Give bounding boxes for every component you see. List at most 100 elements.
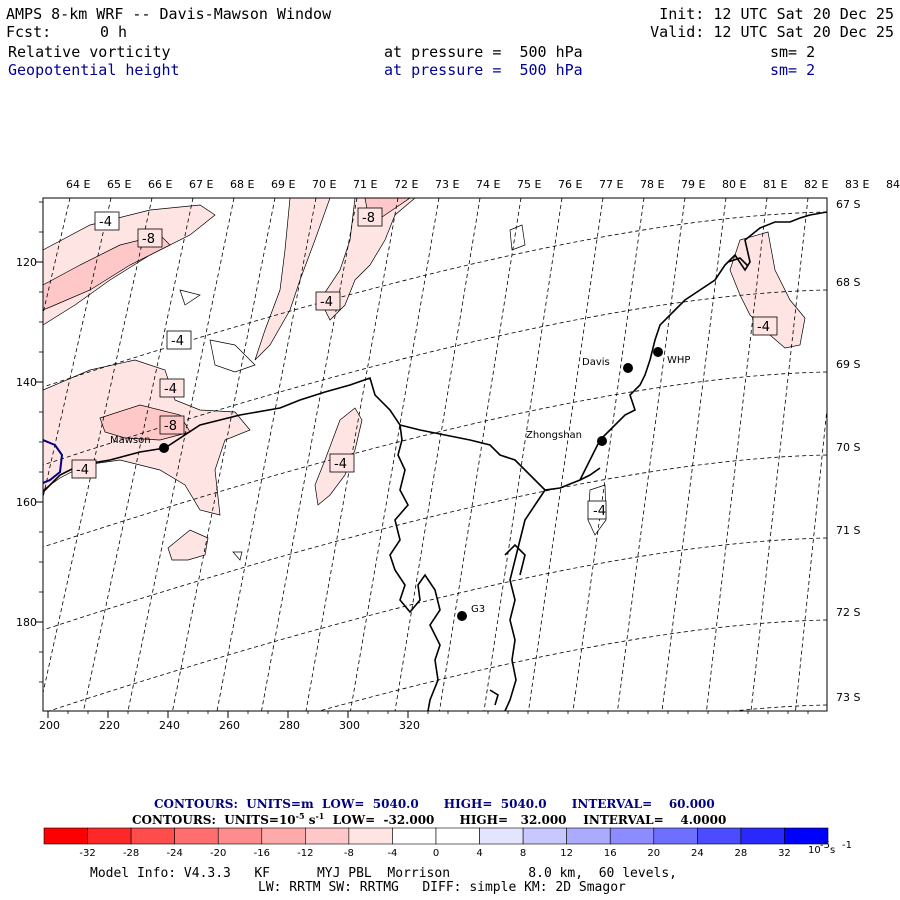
contour-labels: -4 -8 -8 -4 -4 -4 -8 -4 -4 -4 -4 — [71, 207, 778, 520]
vort-region — [167, 529, 209, 561]
meridian-line — [43, 198, 112, 500]
valid-time: Valid: 12 UTC Sat 20 Dec 25 — [650, 23, 894, 41]
station-dot-mawson — [159, 443, 169, 453]
longitude-label: 83 E — [845, 178, 869, 191]
station-dot-davis — [623, 363, 633, 373]
station-label-g3: G3 — [471, 604, 485, 615]
colorbar-swatch — [348, 827, 393, 845]
longitude-label: 81 E — [763, 178, 787, 191]
latitude-label: 69 S — [836, 358, 860, 371]
colorbar-label: 32 — [778, 848, 791, 859]
field2-smooth: sm= 2 — [770, 61, 816, 79]
x-tick-label: 240 — [159, 719, 180, 732]
colorbar-swatch — [392, 827, 437, 845]
contour-label: -4 — [593, 504, 606, 519]
vorticity-shading — [43, 198, 806, 561]
colorbar-label: 4 — [476, 848, 482, 859]
colorbar-label: 8 — [520, 848, 526, 859]
model-info-line1: Model Info: V4.3.3 KF MYJ PBL Morrison 8… — [90, 866, 677, 881]
longitude-label: 74 E — [476, 178, 500, 191]
contour-label: -4 — [171, 334, 184, 349]
colorbar-label: -32 — [79, 848, 95, 859]
colorbar-swatch — [305, 827, 350, 845]
colorbar-swatch — [261, 827, 306, 845]
meridian-line — [706, 198, 768, 711]
height-contour-info: CONTOURS: UNITS=m LOW= 5040.0 HIGH= 5040… — [154, 797, 715, 811]
longitude-labels: 64 E 65 E 66 E 67 E 68 E 69 E 70 E 71 E 72 E 73 E… — [66, 178, 900, 191]
coastline — [43, 211, 827, 711]
meridian-line — [528, 198, 604, 711]
colorbar-swatch — [174, 827, 219, 845]
meridian-line — [261, 198, 358, 711]
colorbar-swatch — [479, 827, 524, 845]
contour-label: -4 — [320, 295, 333, 310]
map-frame — [42, 197, 828, 712]
station-dot-zhongshan — [597, 436, 607, 446]
longitude-label: 71 E — [353, 178, 377, 191]
longitude-label: 76 E — [558, 178, 582, 191]
y-tick-label: 140 — [16, 376, 37, 389]
colorbar-label: 24 — [691, 848, 704, 859]
vort-region — [43, 234, 171, 311]
x-tick-label: 320 — [399, 719, 420, 732]
contour-label: -4 — [76, 463, 89, 478]
station-dot-g3 — [457, 611, 467, 621]
parallel-line — [317, 619, 827, 711]
x-tick-label: 220 — [99, 719, 120, 732]
station-markers: Mawson Davis WHP Zhongshan G3 — [110, 347, 690, 621]
longitude-label: 69 E — [271, 178, 295, 191]
longitude-label: 79 E — [681, 178, 705, 191]
colorbar-swatch — [697, 827, 742, 845]
meridian-line — [572, 198, 645, 711]
colorbar-swatch — [784, 827, 829, 845]
station-label-whp: WHP — [667, 355, 690, 366]
contour-label: -8 — [142, 232, 155, 247]
colorbar-units-exp: -5 — [820, 840, 830, 851]
field1-name: Relative vorticity — [8, 43, 171, 61]
colorbar-label: -12 — [297, 848, 313, 859]
longitude-label: 68 E — [230, 178, 254, 191]
meridian-line — [127, 198, 235, 711]
longitude-label: 78 E — [640, 178, 664, 191]
x-tick-label: 300 — [339, 719, 360, 732]
y-tick-label: 160 — [16, 496, 37, 509]
longitude-label: 70 E — [312, 178, 336, 191]
station-label-zhongshan: Zhongshan — [526, 430, 582, 441]
contour-label: -4 — [164, 382, 177, 397]
colorbar-units: 10 — [808, 845, 821, 856]
meridian-line — [750, 198, 809, 711]
longitude-label: 84 E — [886, 178, 900, 191]
colorbar-label: -28 — [123, 848, 139, 859]
vorticity-contour-info: CONTOURS: UNITS=10-5 s-1 LOW= -32.000 HI… — [132, 811, 727, 827]
contour-label: -4 — [99, 215, 112, 230]
latitude-label: 72 S — [836, 606, 860, 619]
meridian-line — [885, 198, 900, 711]
longitude-label: 77 E — [599, 178, 623, 191]
colorbar-label: -8 — [344, 848, 354, 859]
meridian-line — [795, 405, 827, 711]
colorbar-label: 28 — [735, 848, 748, 859]
colorbar-label: -24 — [166, 848, 182, 859]
y-tick-label: 180 — [16, 616, 37, 629]
station-dot-whp — [653, 347, 663, 357]
colorbar-label: 16 — [604, 848, 617, 859]
colorbar-label: -20 — [210, 848, 226, 859]
contour-label: -4 — [334, 457, 347, 472]
vort-region — [729, 231, 806, 349]
longitude-label: 67 E — [189, 178, 213, 191]
longitude-label: 64 E — [66, 178, 90, 191]
latitude-labels: 67 S 68 S 69 S 70 S 71 S 72 S 73 S — [836, 198, 860, 704]
forecast-hour: 0 h — [100, 23, 128, 41]
plot-title: AMPS 8-km WRF -- Davis-Mawson Window — [6, 5, 332, 23]
meridian-line — [43, 198, 153, 695]
latitude-label: 68 S — [836, 276, 860, 289]
y-tick-label: 120 — [16, 256, 37, 269]
model-info-line2: LW: RRTM SW: RRTMG DIFF: simple KM: 2D S… — [258, 880, 626, 895]
longitude-label: 82 E — [804, 178, 828, 191]
colorbar-label: -16 — [254, 848, 270, 859]
longitude-label: 73 E — [435, 178, 459, 191]
colorbar-swatch — [740, 827, 785, 845]
meridian-line — [617, 198, 686, 711]
geopotential-contour — [43, 439, 64, 484]
longitude-label: 66 E — [148, 178, 172, 191]
